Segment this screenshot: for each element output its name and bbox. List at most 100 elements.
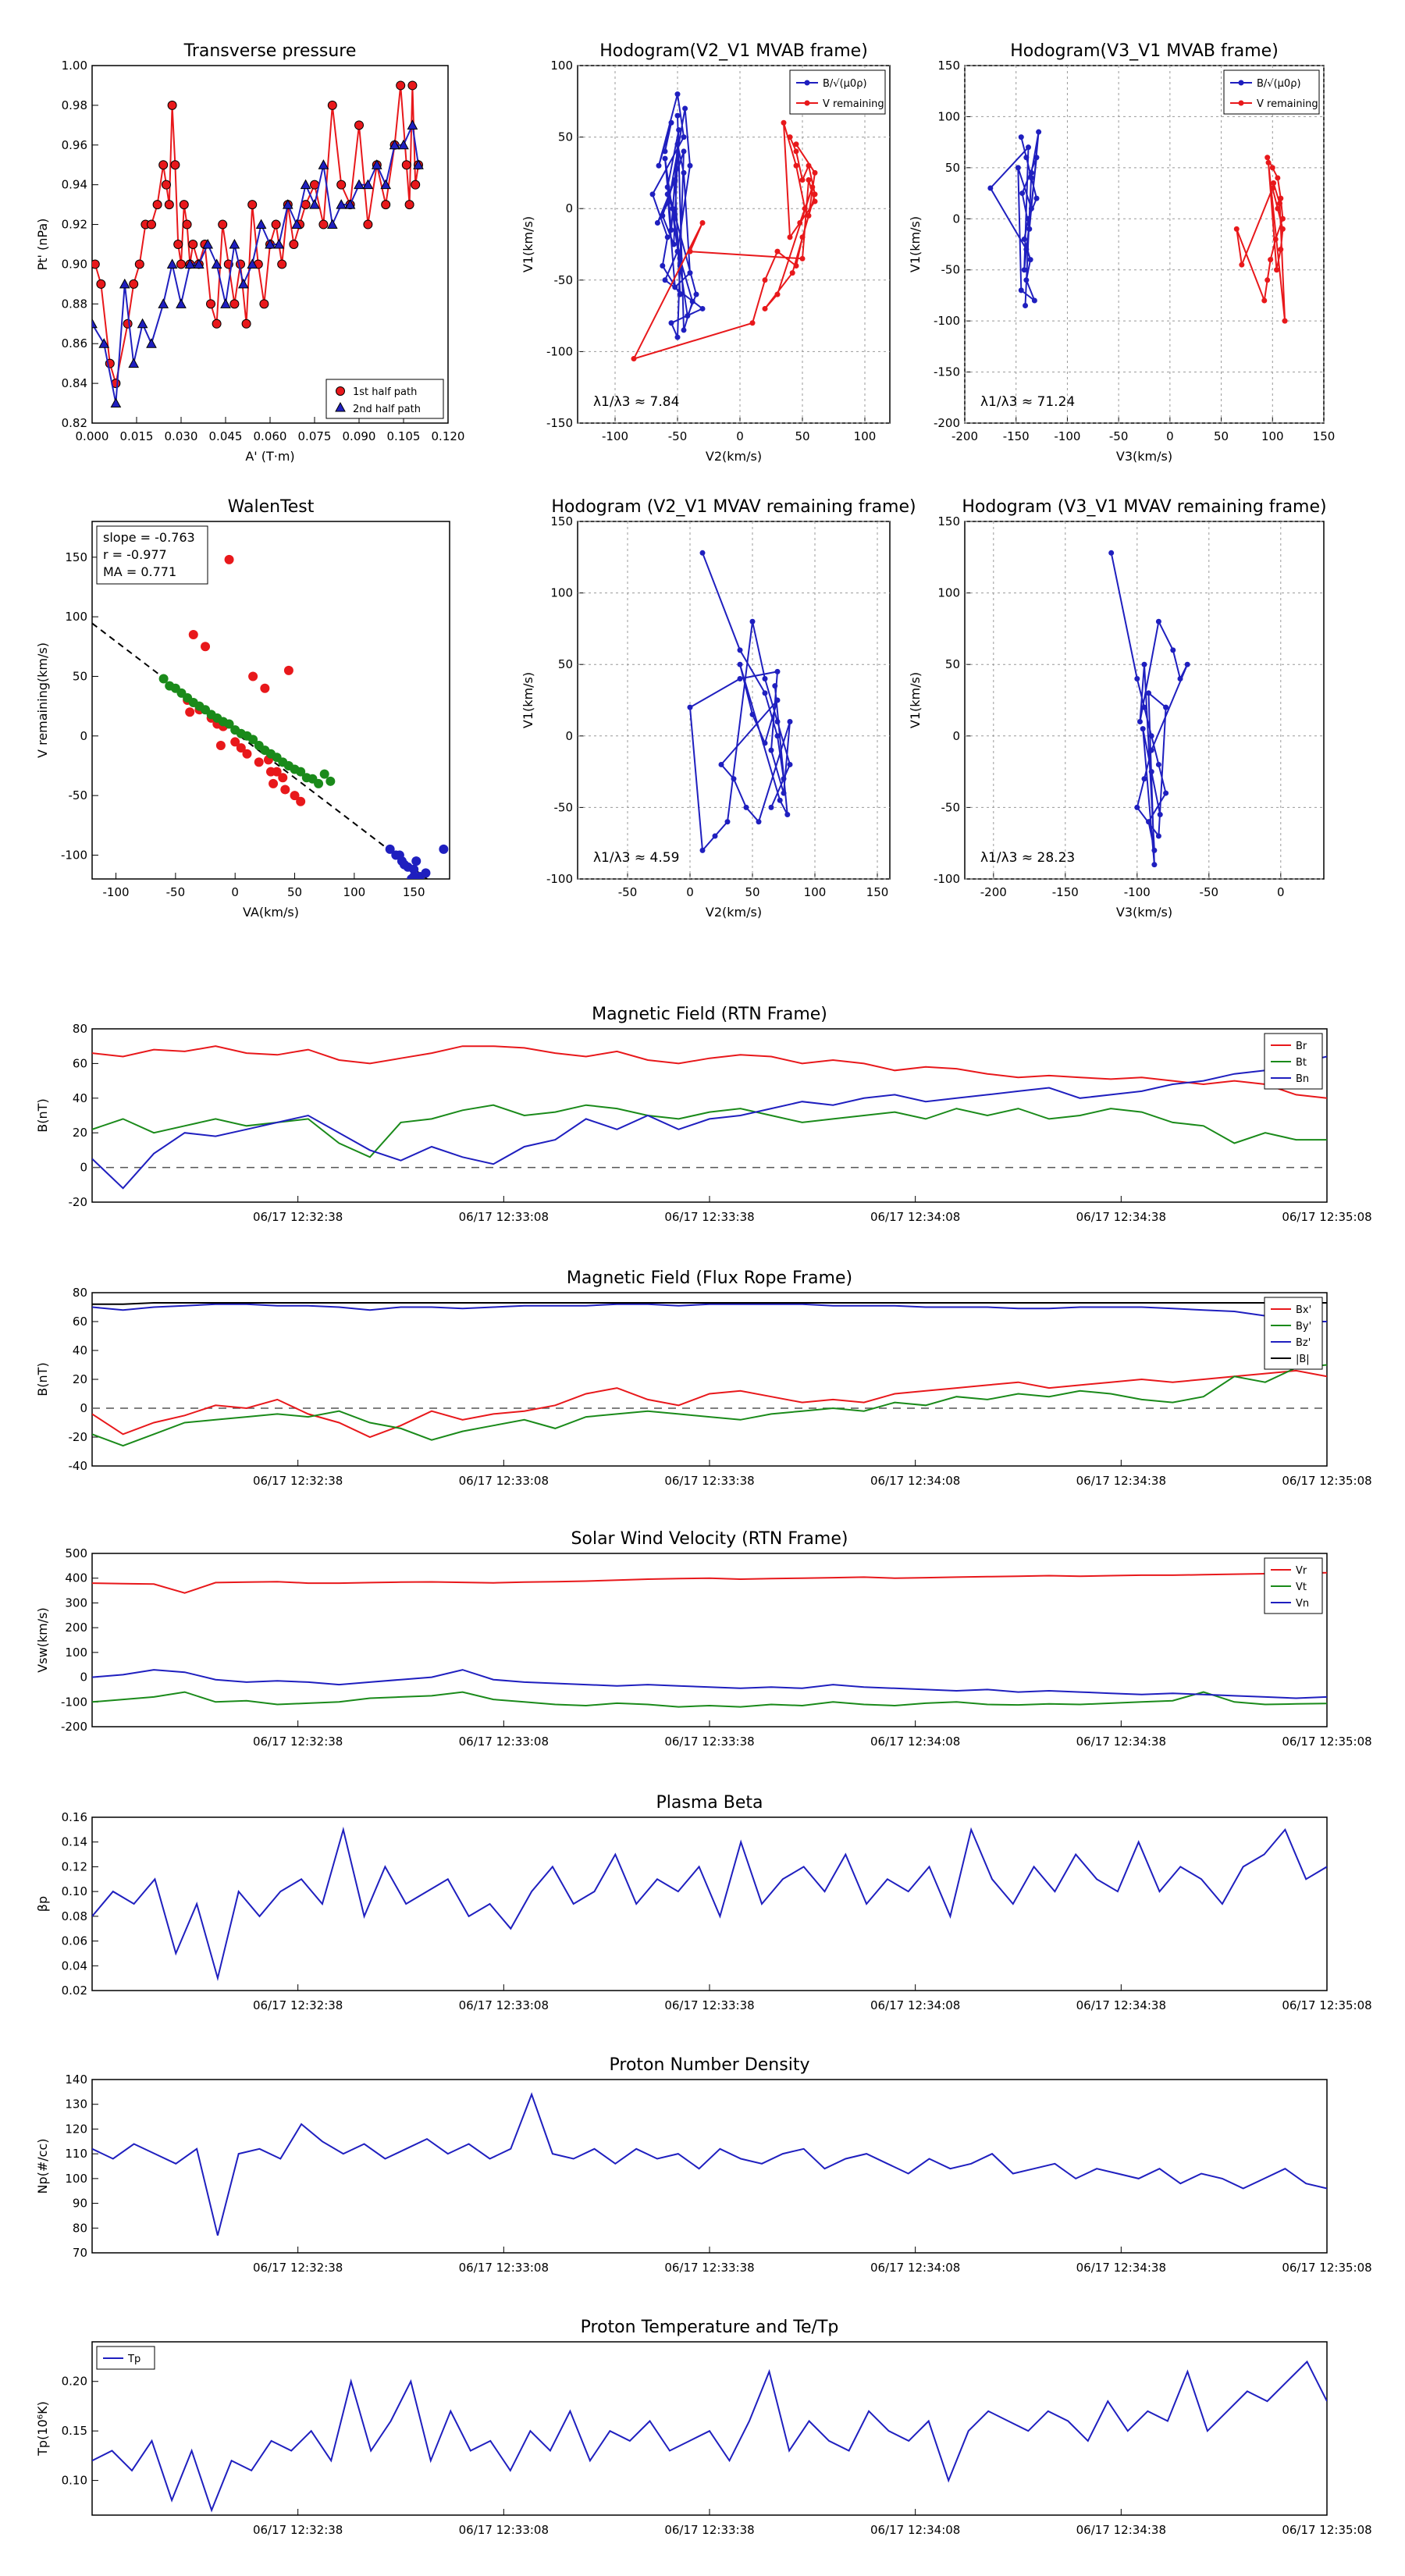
y-tick-label: 0 — [80, 1670, 87, 1685]
x-tick-label: 06/17 12:35:08 — [1282, 2261, 1371, 2275]
data-point-green — [319, 769, 329, 779]
data-point-V — [731, 776, 737, 782]
chart-mag_rtn: Magnetic Field (RTN Frame) -20 0 20 40 60 80 06… — [35, 1005, 1372, 1224]
y-tick-label: -50 — [554, 800, 574, 814]
x-tick-label: 06/17 12:33:08 — [459, 1210, 549, 1224]
x-tick-label: 0.060 — [254, 429, 287, 443]
data-point-V — [774, 697, 781, 703]
y-axis-label: Vsw(km/s) — [35, 1607, 50, 1672]
data-point-first-half — [206, 299, 215, 309]
y-tick-label: 100 — [65, 610, 87, 624]
data-point-V — [793, 148, 799, 155]
series-line-By' — [92, 1364, 1327, 1447]
y-axis-label: V1(km/s) — [908, 216, 923, 272]
data-point-first-half — [134, 259, 144, 269]
data-point-B — [668, 320, 674, 326]
data-point-V — [772, 683, 778, 689]
data-point-V — [762, 305, 768, 311]
legend-marker-second-half — [335, 401, 346, 412]
y-tick-label: 80 — [73, 1022, 87, 1036]
x-tick-label: 06/17 12:35:08 — [1282, 1210, 1371, 1224]
data-point-B — [660, 212, 666, 219]
data-point-first-half — [289, 240, 299, 249]
x-tick-label: 100 — [1261, 429, 1284, 443]
x-tick-label: 50 — [745, 885, 759, 899]
data-point-V — [1274, 267, 1280, 273]
data-point-V — [712, 833, 718, 839]
y-tick-label: -100 — [934, 872, 960, 886]
chart-title: Hodogram (V2_V1 MVAV remaining frame) — [551, 497, 916, 517]
data-point-second-half — [291, 219, 303, 229]
legend-label: B/√(μ0ρ) — [823, 78, 867, 90]
series-line-Bt — [92, 1104, 1327, 1158]
data-point-V — [1268, 257, 1274, 263]
data-point-red — [236, 743, 246, 753]
x-tick-label: 50 — [1214, 429, 1229, 443]
data-point-V — [762, 676, 768, 682]
plot-area — [91, 1553, 1328, 1727]
data-point-V — [781, 119, 787, 126]
legend-marker — [1238, 80, 1244, 86]
data-point-V — [797, 220, 803, 226]
chart-title: Hodogram (V3_V1 MVAV remaining frame) — [962, 497, 1326, 517]
data-point-V — [1170, 647, 1176, 653]
data-point-V — [737, 647, 743, 653]
data-point-B — [689, 298, 695, 304]
y-axis-label: Pt' (nPa) — [35, 219, 50, 271]
data-point-B — [674, 334, 681, 340]
data-point-second-half — [110, 397, 122, 408]
data-point-V — [1278, 195, 1284, 201]
data-point-V — [1184, 661, 1190, 667]
data-point-B — [1028, 175, 1034, 181]
y-tick-label: 60 — [73, 1056, 87, 1070]
x-tick-label: -50 — [166, 885, 186, 899]
y-tick-label: 40 — [73, 1343, 87, 1357]
y-tick-label: -50 — [941, 263, 961, 277]
data-point-second-half — [407, 119, 418, 130]
data-point-first-half — [354, 120, 364, 130]
data-point-first-half — [247, 200, 258, 210]
y-tick-label: -50 — [941, 800, 961, 814]
data-point-V — [1269, 165, 1275, 171]
y-axis-label: B(nT) — [35, 1362, 50, 1396]
data-point-red — [269, 778, 279, 788]
data-point-second-half — [282, 199, 293, 209]
data-point-second-half — [326, 219, 338, 229]
data-point-green — [176, 688, 187, 698]
data-point-green — [165, 681, 175, 691]
data-point-V — [812, 198, 818, 205]
data-point-V — [743, 804, 749, 810]
data-point-V — [806, 212, 812, 219]
chart-hodoA: Hodogram(V2_V1 MVAB frame) -100 -50 0 50 100 -… — [521, 41, 891, 464]
data-point-first-half — [123, 318, 133, 329]
chart-title: Proton Number Density — [610, 2055, 810, 2075]
legend-label: By' — [1296, 1321, 1311, 1332]
data-point-V — [762, 277, 768, 283]
data-point-first-half — [162, 180, 171, 190]
y-tick-label: -20 — [69, 1430, 88, 1444]
y-axis-label: Tp(10⁶K) — [35, 2401, 50, 2457]
data-point-V — [1163, 790, 1169, 796]
y-tick-label: 60 — [73, 1315, 87, 1329]
x-tick-label: 0 — [1166, 429, 1174, 443]
data-point-V — [768, 747, 774, 753]
legend-label: |B| — [1296, 1354, 1310, 1365]
y-tick-label: 0.96 — [62, 138, 87, 152]
x-tick-label: 06/17 12:32:38 — [253, 2523, 343, 2537]
plot-area — [91, 2341, 1328, 2516]
stats-line: r = -0.977 — [103, 547, 167, 562]
data-point-second-half — [380, 179, 392, 190]
x-tick-label: 06/17 12:33:38 — [664, 1210, 754, 1224]
data-point-V — [1275, 205, 1281, 212]
data-point-B — [699, 305, 706, 311]
plot-area — [91, 2079, 1328, 2254]
x-tick-label: 06/17 12:33:08 — [459, 2261, 549, 2275]
x-tick-label: 06/17 12:34:08 — [870, 2261, 960, 2275]
x-tick-label: 06/17 12:32:38 — [253, 1735, 343, 1749]
data-point-V — [718, 761, 724, 767]
data-point-second-half — [354, 179, 365, 190]
chart-tp: Proton Temperature and Te/Tp 0.10 0.15 0.20… — [35, 2318, 1372, 2537]
y-axis-label: V1(km/s) — [521, 216, 535, 272]
data-point-B — [1033, 195, 1040, 201]
data-point-first-half — [236, 259, 245, 269]
